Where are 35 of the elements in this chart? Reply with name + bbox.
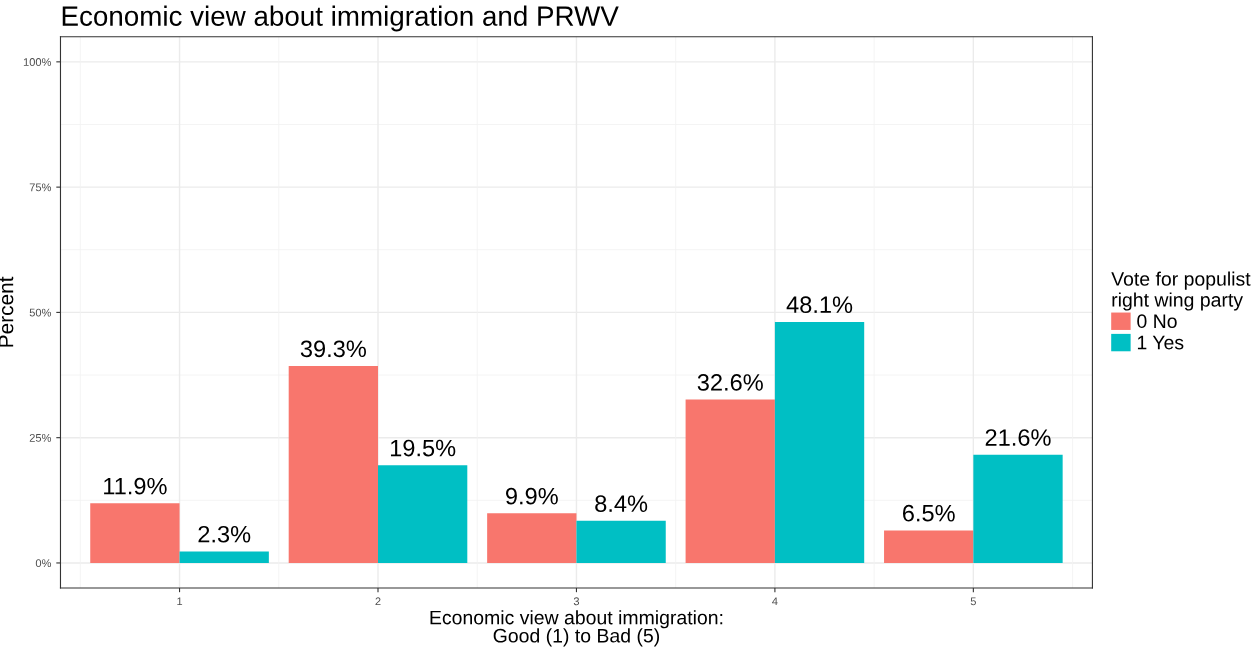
- y-tick-label: 75%: [29, 183, 52, 192]
- bar: [884, 530, 974, 563]
- data-label: 6.5%: [902, 504, 955, 522]
- x-tick-label: 5: [970, 597, 976, 606]
- y-tick-label: 0%: [35, 559, 52, 568]
- legend-label: 1 Yes: [1137, 335, 1184, 350]
- data-label: 19.5%: [390, 439, 456, 457]
- data-label: 32.6%: [697, 374, 763, 391]
- bar: [378, 465, 468, 563]
- data-label: 21.6%: [985, 429, 1051, 446]
- bar: [487, 513, 577, 563]
- bar: [90, 503, 180, 563]
- data-label: 9.9%: [506, 487, 558, 505]
- bar: [179, 551, 269, 563]
- x-tick-label: 1: [177, 597, 183, 606]
- y-tick-label: 50%: [29, 308, 52, 317]
- y-tick-label: 100%: [23, 58, 52, 66]
- data-label: 11.9%: [104, 477, 167, 495]
- data-label: 8.4%: [595, 495, 648, 513]
- x-axis-title: Economic view about immigration: Good (1) to Bad (5): [430, 610, 723, 647]
- data-label: 2.3%: [198, 525, 251, 543]
- legend-label: 0 No: [1137, 314, 1177, 329]
- x-tick-label: 3: [573, 597, 580, 606]
- bar: [973, 454, 1063, 563]
- data-label: 48.1%: [786, 296, 853, 314]
- chart-title: Economic view about immigration and PRWV: [62, 5, 619, 32]
- bar: [288, 366, 378, 563]
- bar: [576, 520, 666, 563]
- bar: [685, 399, 775, 563]
- y-tick-label: 25%: [29, 433, 52, 442]
- x-tick-label: 2: [375, 597, 381, 606]
- x-tick-label: 4: [772, 597, 778, 606]
- data-label: 39.3%: [300, 340, 366, 358]
- bar: [774, 321, 865, 563]
- legend-title: Vote for populist right wing party: [1111, 271, 1251, 311]
